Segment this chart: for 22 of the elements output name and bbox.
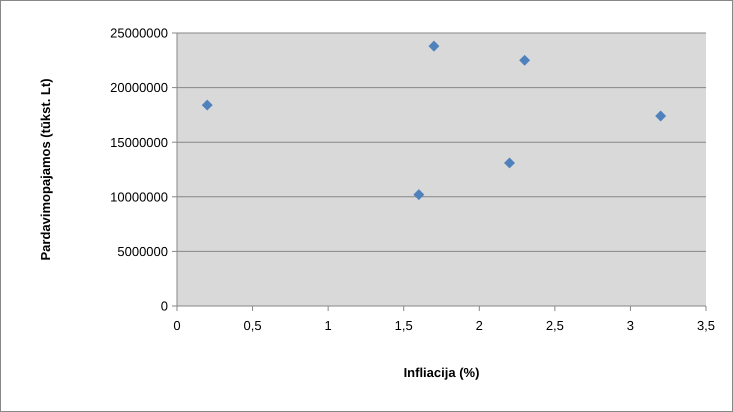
x-tick-label: 3 bbox=[626, 318, 634, 333]
x-tick-label: 1,5 bbox=[394, 318, 413, 333]
y-tick-label: 5000000 bbox=[117, 244, 168, 259]
x-tick-label: 0,5 bbox=[244, 318, 262, 333]
point bbox=[413, 189, 424, 200]
y-tick-label: 10000000 bbox=[110, 189, 168, 204]
x-tick-label: 2,5 bbox=[546, 318, 564, 333]
point bbox=[519, 54, 530, 66]
x-tick-label: 3,5 bbox=[696, 318, 716, 333]
x-tick-label: 1 bbox=[324, 318, 332, 333]
y-axis-title: Pardavimopajamos (tūkst. Lt) bbox=[38, 78, 53, 261]
y-tick-label: 25000000 bbox=[110, 26, 168, 41]
y-tick-label: 20000000 bbox=[110, 80, 168, 96]
x-tick-label: 2 bbox=[476, 318, 483, 333]
point bbox=[428, 40, 440, 52]
y-tick-label: 15000000 bbox=[110, 134, 168, 150]
point bbox=[655, 110, 666, 122]
point bbox=[504, 157, 515, 168]
y-tick-label: 0 bbox=[160, 298, 168, 314]
point bbox=[202, 100, 213, 111]
x-tick-label: 0 bbox=[173, 318, 181, 333]
x-axis-title: Infliacija (%) bbox=[404, 365, 480, 380]
